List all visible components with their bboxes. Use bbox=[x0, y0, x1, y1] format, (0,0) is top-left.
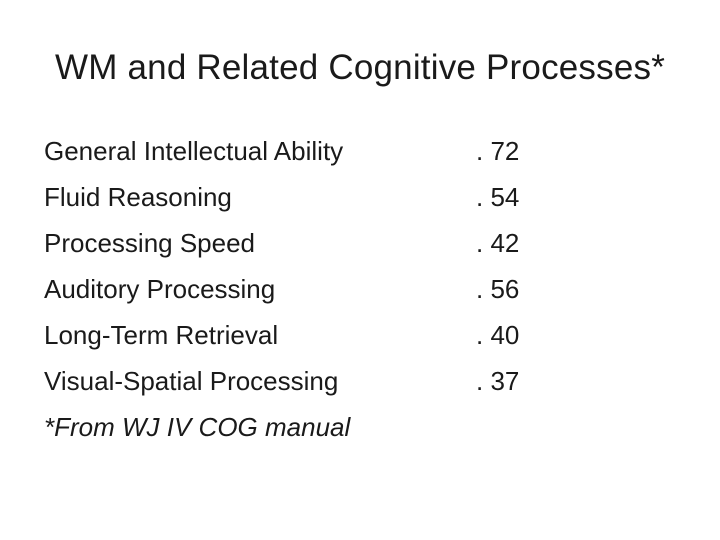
correlation-value-long-term-retrieval: . 40 bbox=[476, 320, 520, 350]
correlation-value-general-intellectual-ability: . 72 bbox=[476, 136, 520, 166]
correlation-value-list: . 72 . 54 . 42 . 56 . 40 . 37 bbox=[476, 128, 596, 404]
process-label-processing-speed: Processing Speed bbox=[44, 228, 256, 258]
process-label-general-intellectual-ability: General Intellectual Ability bbox=[44, 136, 344, 166]
process-label-auditory-processing: Auditory Processing bbox=[44, 274, 276, 304]
slide-title: WM and Related Cognitive Processes* bbox=[54, 48, 666, 87]
process-label-list: General Intellectual Ability Fluid Reaso… bbox=[44, 128, 464, 450]
process-label-fluid-reasoning: Fluid Reasoning bbox=[44, 182, 232, 212]
source-footnote: *From WJ IV COG manual bbox=[44, 412, 351, 442]
correlation-value-visual-spatial-processing: . 37 bbox=[476, 366, 520, 396]
correlation-value-processing-speed: . 42 bbox=[476, 228, 520, 258]
correlation-value-fluid-reasoning: . 54 bbox=[476, 182, 520, 212]
process-label-visual-spatial-processing: Visual-Spatial Processing bbox=[44, 366, 339, 396]
correlation-value-auditory-processing: . 56 bbox=[476, 274, 520, 304]
process-label-long-term-retrieval: Long-Term Retrieval bbox=[44, 320, 279, 350]
